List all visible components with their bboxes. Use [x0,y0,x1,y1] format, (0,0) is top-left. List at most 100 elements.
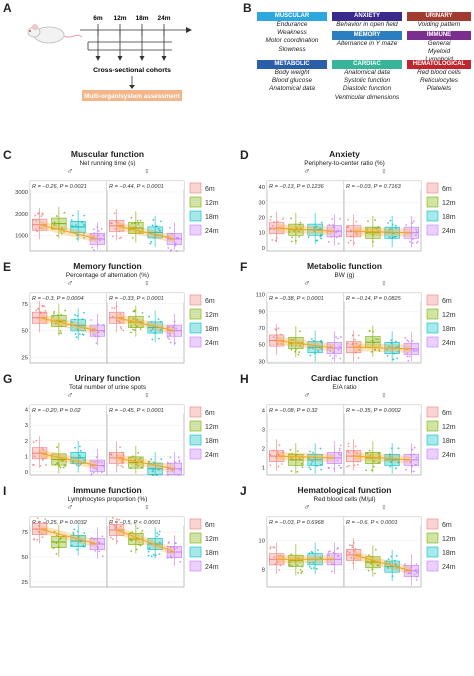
data-point [114,525,117,528]
data-point [141,311,144,314]
data-point [351,334,354,337]
data-point [332,563,335,566]
boxplot-chart: R = −0.20, P = 0.02 R = −0.45, P < 0.0001… [25,404,219,476]
data-point [394,563,397,566]
y-tick-label: 1000 [15,234,28,240]
trend-line [39,317,98,332]
data-point [269,219,272,221]
legend-label: 24m [442,564,456,571]
data-point [352,562,355,565]
data-point [298,351,301,353]
data-point [411,242,414,244]
y-tick-label: 10 [259,538,265,544]
data-point [339,217,341,220]
legend-swatch [426,210,439,222]
boxplot-chart: R = −0.13, P = 0.1236 R = −0.03, P = 0.71… [259,180,456,252]
facet-panel [343,404,422,476]
legend-swatch [189,336,202,348]
facet-panel [343,516,422,588]
data-point [312,339,315,342]
data-point [77,465,80,467]
data-point [116,520,118,523]
female-symbol: ♀ [380,278,388,288]
data-point [58,222,61,225]
data-point [413,470,415,473]
data-point [367,220,369,223]
data-point [275,334,278,337]
data-point [33,538,36,540]
data-point [55,215,58,217]
boxplot-chart: R = −0.08, P = 0.32 R = −0.35, P = 0.0002… [262,404,456,476]
category-item: Platelets [426,85,452,93]
data-point [158,530,161,533]
data-point [406,339,409,342]
data-point [111,521,113,524]
data-point [270,215,272,218]
data-point [60,227,63,230]
data-point [407,572,410,575]
legend-swatch [426,434,439,446]
data-point [120,224,123,227]
data-point [354,338,357,341]
legend-label: 6m [442,186,452,193]
data-point [169,334,171,337]
data-point [390,461,393,464]
data-point [410,470,413,473]
data-point [415,578,418,581]
y-tick-label: 50 [259,343,265,349]
data-point [355,231,358,234]
data-point [179,468,182,471]
data-point [39,312,42,314]
data-point [272,336,275,339]
data-point [96,323,99,326]
panel-subtitle: BW (g) [334,272,355,279]
trend-line [276,339,335,349]
data-point [149,242,152,245]
male-symbol: ♂ [303,278,311,288]
data-point [100,227,103,230]
stat-text: R = −0.20, P = 0.02 [32,408,81,414]
data-point [311,347,314,349]
data-point [168,332,171,335]
data-point [338,447,341,450]
female-symbol: ♀ [380,390,388,400]
data-point [121,459,124,462]
data-point [347,241,350,244]
data-point [168,326,171,328]
stat-text: R = −0.6, P < 0.0001 [346,520,398,526]
data-point [358,345,361,348]
female-symbol: ♀ [143,502,151,512]
data-point [298,223,301,226]
category-header: Muscular [257,12,327,21]
data-point [274,339,277,342]
data-point [36,230,39,233]
data-point [357,357,360,359]
facet-panel [266,516,345,588]
data-point [292,338,295,341]
data-point [45,464,47,466]
panel-subtitle: Percentage of alternation (%) [65,272,150,279]
trend-line [116,225,175,240]
legend-label: 24m [442,340,456,347]
legend-swatch [426,182,439,194]
data-point [269,464,272,467]
data-point [141,227,144,230]
panel-subtitle: Net running time (s) [79,160,136,167]
data-point [415,241,418,244]
data-point [174,342,176,345]
data-point [73,318,76,321]
data-point [130,331,132,334]
data-point [339,454,342,457]
data-point [118,230,121,233]
data-point [329,550,332,553]
data-point [93,471,95,474]
data-point [328,467,330,470]
trend-line [116,317,175,332]
data-point [276,451,279,453]
data-point [157,227,160,230]
data-point [347,218,349,221]
data-point [416,240,419,243]
stat-text: R = −0.14, P = 0.0825 [346,296,402,302]
data-point [370,562,373,565]
trend-line [353,554,412,572]
